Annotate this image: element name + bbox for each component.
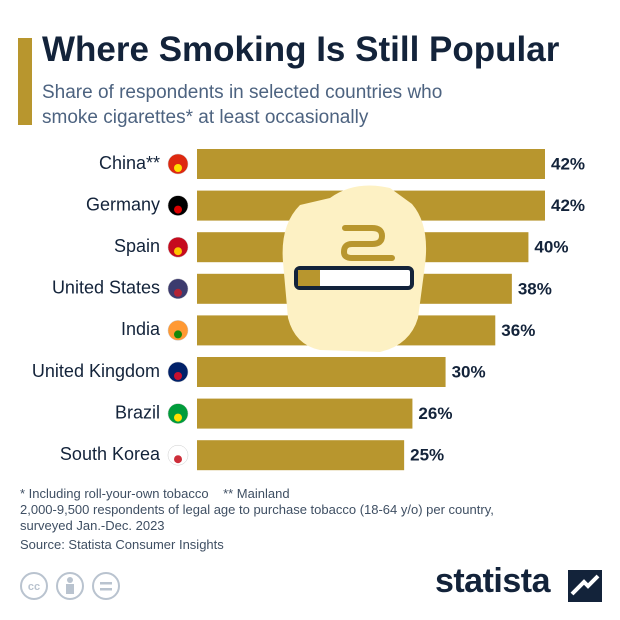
- category-label: United Kingdom: [32, 361, 160, 381]
- flag-icon-detail: [174, 372, 182, 380]
- category-label: Germany: [86, 194, 160, 214]
- smoke-icon: [340, 225, 395, 261]
- value-label: 36%: [501, 321, 535, 340]
- flag-icon-detail: [174, 288, 182, 297]
- chart-title: Where Smoking Is Still Popular: [42, 30, 560, 69]
- value-label: 26%: [418, 404, 452, 423]
- license-icons: cc: [20, 572, 120, 600]
- value-label: 38%: [518, 279, 552, 298]
- brand-icon: [568, 570, 602, 602]
- category-label: China**: [99, 153, 160, 173]
- cigarette-icon: [294, 266, 414, 290]
- flag-icon-detail: [174, 413, 182, 422]
- value-label: 42%: [551, 154, 585, 173]
- category-label: Spain: [114, 236, 160, 256]
- brand-logo: statista: [434, 562, 551, 600]
- category-label: India: [121, 319, 161, 339]
- value-label: 25%: [410, 446, 444, 465]
- chart-subtitle: Share of respondents in selected countri…: [42, 82, 443, 128]
- bar: [197, 357, 446, 387]
- flag-icon-detail: [174, 164, 182, 172]
- source: Source: Statista Consumer Insights: [20, 537, 224, 552]
- footnote-text: ** Mainland: [223, 486, 290, 501]
- flag-icon-detail: [174, 330, 182, 339]
- category-label: Brazil: [115, 402, 160, 422]
- footnote-text: * Including roll-your-own tobacco: [20, 486, 209, 501]
- value-label: 30%: [452, 362, 486, 381]
- flag-icon-detail: [174, 247, 182, 256]
- bar: [197, 440, 405, 471]
- svg-text:cc: cc: [28, 581, 40, 593]
- value-label: 42%: [551, 196, 585, 215]
- flag-icon-detail: [174, 205, 182, 214]
- bar: [197, 398, 413, 429]
- flag-icon-detail: [174, 455, 182, 464]
- category-label: United States: [52, 278, 160, 298]
- cigarette-filter: [298, 270, 320, 286]
- footnote: * Including roll-your-own tobacco ** Mai…: [20, 486, 290, 502]
- category-label: South Korea: [60, 444, 161, 464]
- value-label: 40%: [534, 238, 568, 257]
- bar: [197, 149, 545, 179]
- footnote-text: 2,000-9,500 respondents of legal age to …: [20, 502, 494, 533]
- accent-bar: [18, 38, 32, 125]
